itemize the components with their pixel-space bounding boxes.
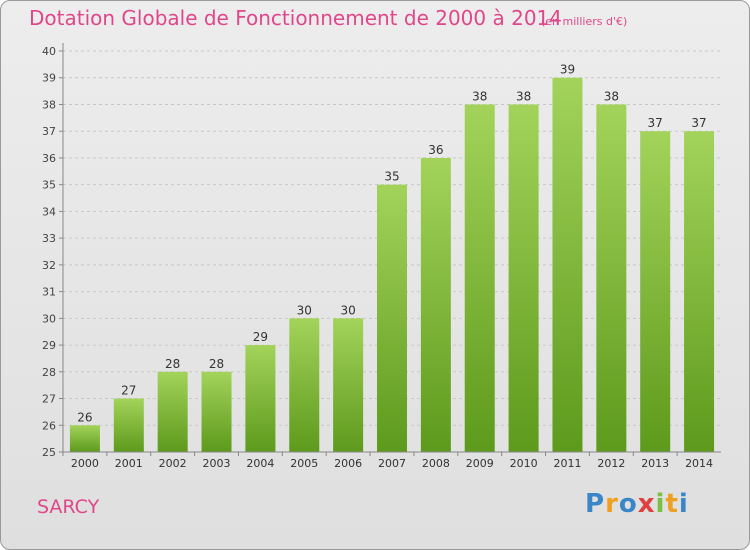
x-tick-label: 2010: [510, 457, 538, 470]
x-tick-label: 2003: [203, 457, 231, 470]
bar-value-label: 35: [384, 170, 399, 184]
bar-value-label: 26: [77, 410, 92, 424]
bar-value-label: 37: [648, 116, 663, 130]
x-tick-label: 2012: [597, 457, 625, 470]
x-tick-label: 2007: [378, 457, 406, 470]
bar-value-label: 36: [428, 143, 443, 157]
y-tick-label: 29: [42, 339, 56, 352]
y-tick-label: 28: [42, 366, 56, 379]
bar-2002: [157, 371, 188, 452]
bar-2004: [245, 345, 276, 452]
x-tick-label: 2005: [290, 457, 318, 470]
bar-2012: [596, 104, 627, 452]
x-tick-label: 2011: [553, 457, 581, 470]
chart-title: Dotation Globale de Fonctionnement de 20…: [29, 6, 562, 30]
chart-subtitle: (en milliers d'€): [541, 15, 628, 28]
x-tick-label: 2002: [159, 457, 187, 470]
y-tick-label: 36: [42, 152, 56, 165]
y-tick-label: 35: [42, 179, 56, 192]
bar-value-label: 38: [472, 89, 487, 103]
bar-value-label: 28: [209, 357, 224, 371]
x-tick-label: 2008: [422, 457, 450, 470]
bar-2013: [640, 131, 671, 452]
bar-value-label: 27: [121, 384, 136, 398]
bar-2014: [684, 131, 715, 452]
y-tick-label: 32: [42, 259, 56, 272]
bar-2011: [552, 77, 583, 452]
y-tick-label: 30: [42, 312, 56, 325]
bar-2010: [508, 104, 539, 452]
y-tick-label: 39: [42, 72, 56, 85]
x-tick-label: 2000: [71, 457, 99, 470]
bar-2008: [420, 157, 451, 452]
proxiti-logo: Proxiti: [585, 489, 689, 519]
y-tick-label: 37: [42, 125, 56, 138]
bar-2000: [69, 425, 100, 452]
bar-2006: [333, 318, 364, 452]
bar-2009: [464, 104, 495, 452]
y-tick-label: 40: [42, 45, 56, 58]
y-tick-label: 25: [42, 446, 56, 459]
bar-value-label: 39: [560, 63, 575, 77]
y-tick-label: 38: [42, 98, 56, 111]
x-tick-label: 2014: [685, 457, 713, 470]
x-tick-label: 2009: [466, 457, 494, 470]
bar-2003: [201, 371, 232, 452]
bar-value-label: 38: [516, 89, 531, 103]
bar-2001: [113, 398, 144, 452]
bar-value-label: 37: [691, 116, 706, 130]
y-tick-label: 34: [42, 205, 56, 218]
y-tick-label: 27: [42, 393, 56, 406]
x-tick-label: 2013: [641, 457, 669, 470]
bar-2005: [289, 318, 320, 452]
x-tick-label: 2004: [246, 457, 274, 470]
commune-name: SARCY: [37, 496, 100, 518]
bar-value-label: 38: [604, 89, 619, 103]
bar-value-label: 30: [297, 303, 312, 317]
x-tick-label: 2006: [334, 457, 362, 470]
bar-value-label: 29: [253, 330, 268, 344]
bar-value-label: 28: [165, 357, 180, 371]
y-tick-label: 33: [42, 232, 56, 245]
y-tick-label: 31: [42, 286, 56, 299]
bar-value-label: 30: [340, 303, 355, 317]
y-tick-label: 26: [42, 419, 56, 432]
x-tick-label: 2001: [115, 457, 143, 470]
bar-2007: [377, 184, 407, 452]
